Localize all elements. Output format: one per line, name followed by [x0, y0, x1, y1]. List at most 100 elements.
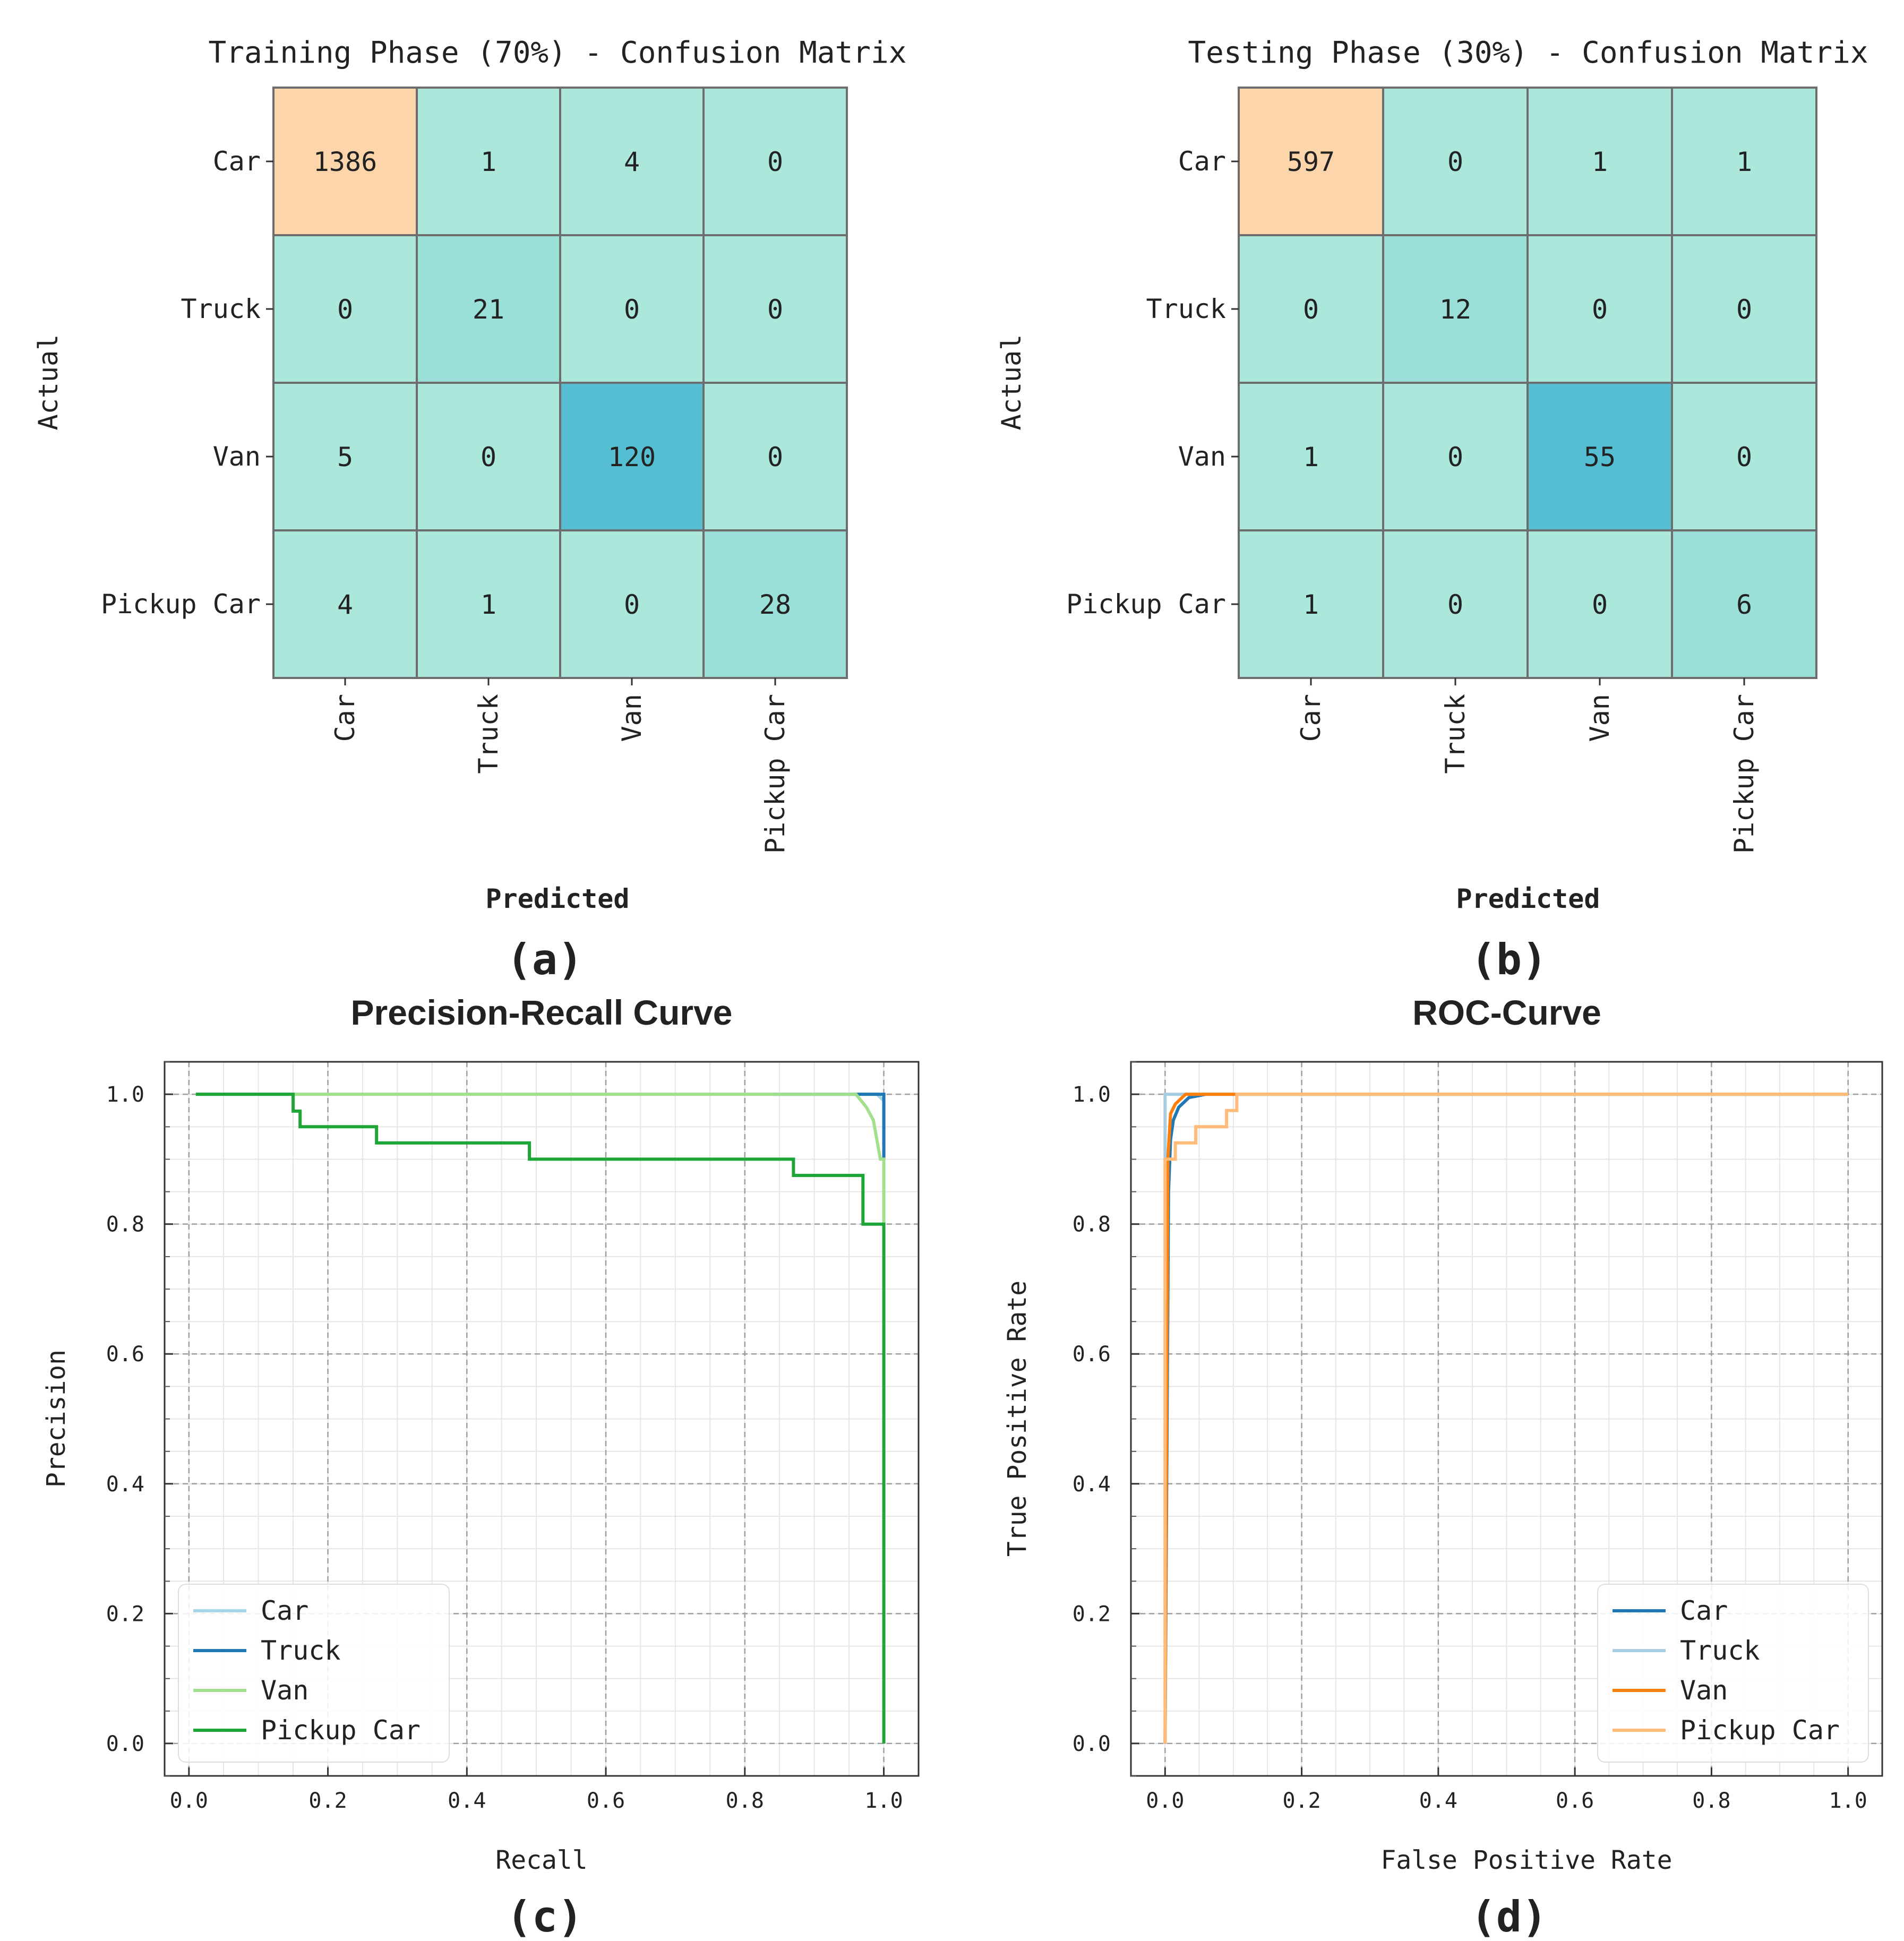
- x-tick-label: 0.6: [587, 1789, 625, 1813]
- cm-cell-value: 4: [337, 589, 353, 620]
- legend-entry-van[interactable]: Van: [261, 1675, 308, 1706]
- x-tick-label: 0.4: [448, 1789, 486, 1813]
- y-tick-label: 0.6: [106, 1342, 144, 1367]
- legend-entry-van[interactable]: Van: [1680, 1675, 1728, 1706]
- y-tick-label: 0.4: [106, 1472, 144, 1497]
- roc-series: [1163, 1093, 1848, 1744]
- cm-cell-train-r2-c3: [702, 382, 848, 531]
- cm-cell-train-r1-c1: [416, 234, 561, 384]
- pr-title: Precision-Recall Curve: [351, 993, 733, 1032]
- cm-train-col-labels: Car Truck Van Pickup Car: [330, 678, 791, 854]
- roc-ylabel: True Positive Rate: [1002, 1281, 1032, 1557]
- cm-cell-test-r1-c2: [1526, 234, 1673, 384]
- col-label-van: Van: [1584, 694, 1615, 742]
- cm-cell-value: 1: [1592, 147, 1608, 177]
- cm-test-title: Testing Phase (30%) - Confusion Matrix: [1188, 36, 1868, 70]
- x-tick-label: 0.2: [308, 1789, 347, 1813]
- cm-cell-value: 0: [1736, 294, 1752, 325]
- panel-label-d: (d): [1471, 1892, 1548, 1941]
- pr-ticks: 0.0 0.2 0.4 0.6 0.8 1.0 0.0 0.2 0.4 0.6 0.8 1.0: [106, 1061, 903, 1813]
- y-tick-label: 0.2: [106, 1602, 144, 1626]
- cm-cell-value: 55: [1584, 442, 1616, 473]
- roc-xlabel: False Positive Rate: [1380, 1845, 1672, 1875]
- y-tick-label: 0.0: [106, 1732, 144, 1756]
- legend-entry-pickup-car[interactable]: Pickup Car: [261, 1715, 421, 1746]
- cm-cell-value: 0: [767, 147, 783, 177]
- cm-cell-value: 0: [1592, 589, 1608, 620]
- y-tick-label: 0.2: [1073, 1602, 1111, 1626]
- cm-cell-train-r0-c3: [702, 87, 848, 236]
- cm-cell-test-r3-c3: [1671, 529, 1817, 679]
- row-label-truck: Truck: [1146, 294, 1226, 324]
- cm-cell-value: 1386: [313, 147, 377, 177]
- pr-legend[interactable]: Car Truck Van Pickup Car: [178, 1584, 450, 1763]
- pr-xlabel: Recall: [495, 1845, 587, 1875]
- cm-test-cells: 597 0 1 1 0 12 0 0 1 0 55 0 1 0 0 6: [1238, 87, 1817, 679]
- cm-cell-test-r0-c3: [1671, 87, 1817, 236]
- cm-test-col-labels: Car Truck Van Pickup Car: [1296, 678, 1760, 854]
- cm-train-cells: 1386 1 4 0 0 21 0 0 5 0 120 0 4 1 0 28: [272, 87, 848, 679]
- row-label-van: Van: [1178, 441, 1226, 472]
- series-line-pickup-car: [195, 1093, 886, 1744]
- cm-cell-test-r2-c1: [1382, 382, 1529, 531]
- y-tick-label: 0.6: [1073, 1342, 1111, 1367]
- cm-train-ylabel: Actual: [33, 334, 64, 431]
- cm-cell-test-r2-c0: [1238, 382, 1384, 531]
- col-label-van: Van: [616, 694, 647, 742]
- cm-cell-value: 1: [1736, 147, 1752, 177]
- series-line-van: [195, 1093, 886, 1224]
- cm-cell-test-r0-c1: [1382, 87, 1529, 236]
- cm-cell-test-r1-c0: [1238, 234, 1384, 384]
- panel-label-a: (a): [507, 935, 584, 984]
- cm-cell-test-r2-c2: [1526, 382, 1673, 531]
- cm-cell-value: 1: [1303, 442, 1319, 473]
- cm-test-xlabel: Predicted: [1456, 883, 1600, 914]
- cm-cell-train-r3-c3: [702, 529, 848, 679]
- pr-ylabel: Precision: [41, 1350, 71, 1488]
- col-label-car: Car: [330, 694, 361, 742]
- x-tick-label: 1.0: [864, 1789, 903, 1813]
- legend-entry-pickup-car[interactable]: Pickup Car: [1680, 1715, 1840, 1746]
- cm-cell-train-r3-c1: [416, 529, 561, 679]
- cm-cell-train-r2-c1: [416, 382, 561, 531]
- x-tick-label: 0.8: [1692, 1789, 1730, 1813]
- cm-cell-value: 0: [1447, 442, 1463, 473]
- col-label-pickup-car: Pickup Car: [760, 694, 791, 854]
- cm-cell-value: 0: [1303, 294, 1319, 325]
- cm-cell-value: 0: [1592, 294, 1608, 325]
- precision-recall-chart: Precision-Recall Curve 0.0 0.2 0.4 0.6 0.8 1.…: [41, 993, 920, 1941]
- col-label-pickup-car: Pickup Car: [1729, 694, 1760, 854]
- y-tick-label: 0.8: [106, 1213, 144, 1237]
- cm-cell-value: 21: [473, 294, 504, 325]
- y-tick-label: 1.0: [106, 1083, 144, 1107]
- row-label-truck: Truck: [181, 294, 261, 324]
- roc-legend[interactable]: Car Truck Van Pickup Car: [1597, 1584, 1869, 1763]
- col-label-truck: Truck: [473, 694, 504, 774]
- cm-cell-value: 28: [759, 589, 791, 620]
- legend-entry-truck[interactable]: Truck: [261, 1635, 341, 1666]
- cm-cell-value: 0: [337, 294, 353, 325]
- row-label-van: Van: [213, 441, 261, 472]
- cm-cell-train-r1-c3: [702, 234, 848, 384]
- cm-train-xlabel: Predicted: [486, 883, 630, 914]
- cm-cell-value: 0: [767, 442, 783, 473]
- legend-box: [1597, 1584, 1869, 1763]
- panel-label-b: (b): [1471, 935, 1548, 984]
- training-confusion-matrix: Training Phase (70%) - Confusion Matrix …: [33, 36, 906, 984]
- legend-entry-truck[interactable]: Truck: [1680, 1635, 1760, 1666]
- cm-cell-value: 120: [608, 442, 656, 473]
- row-label-car: Car: [1178, 146, 1226, 177]
- cm-cell-value: 0: [481, 442, 496, 473]
- cm-cell-value: 1: [481, 147, 496, 177]
- col-label-car: Car: [1296, 694, 1326, 742]
- x-tick-label: 1.0: [1829, 1789, 1867, 1813]
- row-label-pickup-car: Pickup Car: [1066, 589, 1226, 620]
- cm-cell-train-r0-c2: [559, 87, 705, 236]
- cm-test-row-labels: Car Truck Van Pickup Car: [1066, 146, 1239, 620]
- legend-entry-car[interactable]: Car: [1680, 1595, 1728, 1626]
- x-tick-label: 0.0: [1146, 1789, 1184, 1813]
- panel-label-c: (c): [507, 1892, 584, 1941]
- legend-entry-car[interactable]: Car: [261, 1595, 308, 1626]
- series-line-pickup-car: [1163, 1093, 1848, 1744]
- col-label-truck: Truck: [1440, 694, 1471, 774]
